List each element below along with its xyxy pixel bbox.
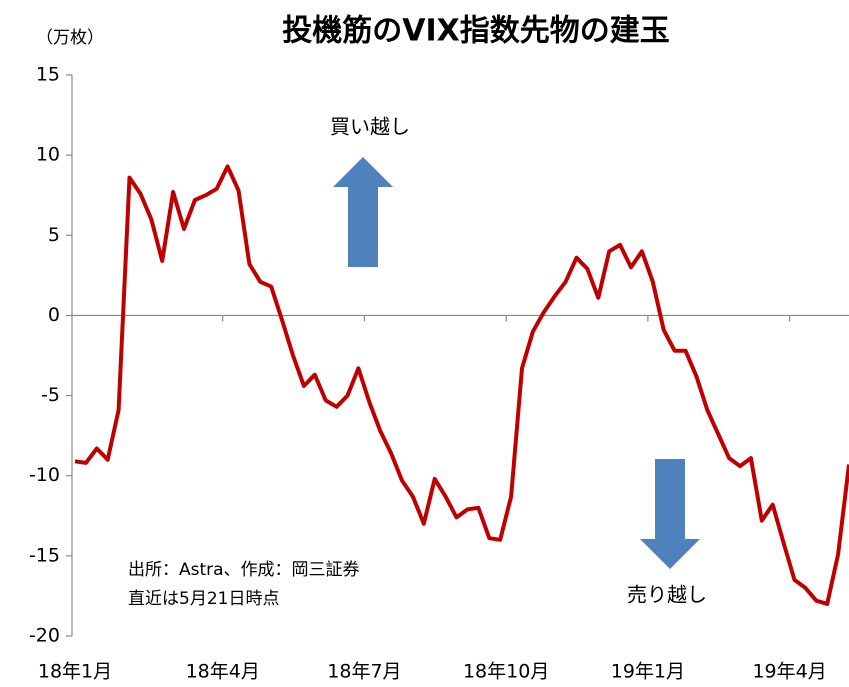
y-tick-label: -20 [29,625,60,647]
x-tick-label: 19年4月 [752,661,826,683]
x-tick-label: 18年1月 [38,661,112,683]
annotation: 売り越し [627,583,707,607]
x-tick-label: 18年7月 [327,661,401,683]
data-line [74,164,849,606]
y-tick-label: -15 [29,544,60,566]
x-tick-label: 18年4月 [186,661,260,683]
up-arrow [333,157,393,267]
y-tick-label: -10 [29,464,60,486]
source-note: 出所：Astra、作成：岡三証券 [128,560,360,580]
down-arrow [640,459,700,569]
y-tick-label: 10 [36,144,60,166]
y-tick-label: 15 [36,64,60,86]
x-tick-label: 18年10月 [463,661,549,683]
x-tick-label: 19年1月 [611,661,685,683]
y-axis-label: （万枚） [36,28,104,48]
y-tick-label: 5 [48,224,60,246]
source-note: 直近は5月21日時点 [128,589,279,609]
chart-title: 投機筋のVIX指数先物の建玉 [282,14,670,49]
y-tick-label: 0 [48,304,60,326]
annotation: 買い越し [330,115,410,139]
y-tick-label: -5 [41,384,60,406]
